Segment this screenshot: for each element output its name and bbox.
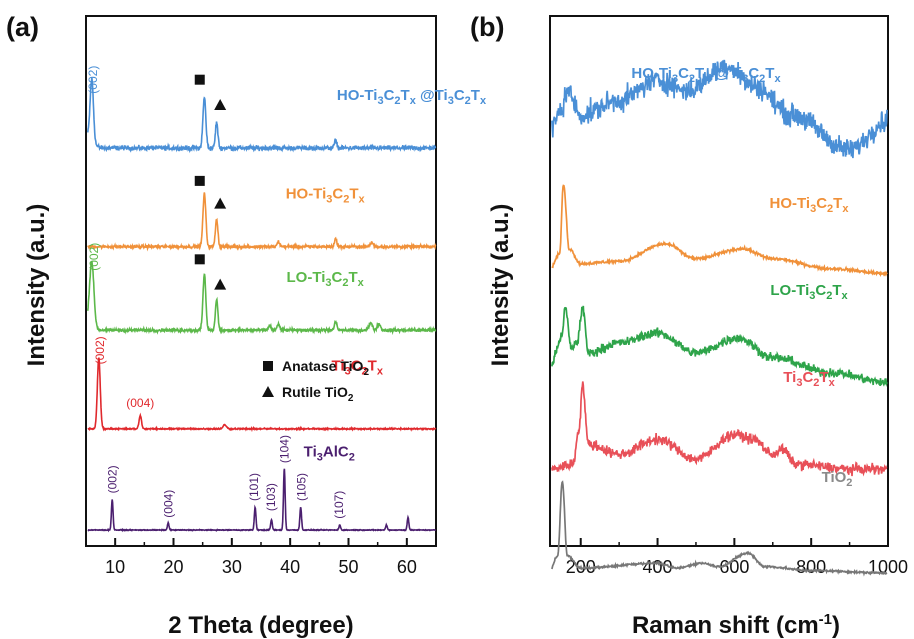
panel-a-peak-label: (101) bbox=[247, 473, 261, 501]
panel-a-series-line bbox=[87, 192, 437, 252]
panel-a-tick-label: 60 bbox=[397, 557, 417, 577]
anatase-marker bbox=[194, 74, 205, 85]
panel-b-tick-label: 800 bbox=[796, 557, 826, 577]
panel-a-tick-label: 30 bbox=[222, 557, 242, 577]
panel-b-frame bbox=[549, 15, 889, 547]
panel-a-tick-label: 50 bbox=[338, 557, 358, 577]
panel-a-series-line bbox=[87, 357, 437, 433]
panel-a-legend: Anatase TiO2 Rutile TiO2 bbox=[262, 358, 369, 404]
panel-a-peak-label: (004) bbox=[126, 396, 154, 410]
panel-a-tick-label: 40 bbox=[280, 557, 300, 577]
panel-b-series: HO-Ti3C2Tx @Ti3C2Tx HO-Ti3C2Tx LO-Ti3C2Tx T… bbox=[551, 59, 888, 577]
panel-a-peak-label: (105) bbox=[294, 473, 308, 501]
panel-a-series-line bbox=[87, 468, 437, 533]
panel-a-series: HO-Ti3C2Tx @Ti3C2Tx (002) HO-Ti3C2Tx LO-Ti3… bbox=[86, 66, 487, 533]
panel-a-tick-label: 10 bbox=[105, 557, 125, 577]
panel-a-peak-label: (104) bbox=[277, 435, 291, 463]
rutile-marker bbox=[214, 197, 227, 209]
anatase-marker bbox=[194, 254, 205, 265]
panel-b-series-line bbox=[551, 305, 888, 387]
panel-b-series-label: HO-Ti3C2Tx bbox=[770, 195, 850, 215]
panel-a-series-label: HO-Ti3C2Tx bbox=[286, 186, 366, 206]
panel-b-series-label: LO-Ti3C2Tx bbox=[770, 282, 848, 302]
panel-a-series-label: Ti3AlC2 bbox=[304, 444, 355, 464]
panel-a-series-line bbox=[87, 261, 437, 336]
panel-b-tick-label: 600 bbox=[719, 557, 749, 577]
panel-b-series-line bbox=[551, 184, 888, 278]
panel-a-peak-label: (103) bbox=[264, 483, 278, 511]
panel-a-series-label: LO-Ti3C2Tx bbox=[287, 269, 365, 289]
panel-b-series-label: TiO2 bbox=[822, 469, 853, 489]
panel-b-xlabel: Raman shift (cm-1) bbox=[632, 611, 840, 639]
panel-a-peak-label: (002) bbox=[105, 465, 119, 493]
panel-a-xlabel: 2 Theta (degree) bbox=[168, 612, 353, 639]
panel-b-raman: (b) Intensity (a.u.) Raman shift (cm-1) … bbox=[470, 12, 908, 639]
panel-a-xrd: (a) Intensity (a.u.) 2 Theta (degree) 10… bbox=[6, 12, 487, 639]
panel-a-peak-label: (002) bbox=[93, 336, 107, 364]
panel-a-tick-label: 20 bbox=[163, 557, 183, 577]
panel-a-series-label: HO-Ti3C2Tx @Ti3C2Tx bbox=[337, 87, 487, 107]
legend-triangle-icon bbox=[262, 386, 274, 397]
legend-entry: Rutile TiO2 bbox=[282, 384, 354, 404]
panel-a-peak-label: (002) bbox=[87, 243, 101, 271]
rutile-marker bbox=[214, 278, 227, 290]
panel-a-ylabel: Intensity (a.u.) bbox=[23, 204, 50, 367]
panel-b-series-label: Ti3C2Tx bbox=[783, 369, 835, 389]
legend-entry: Anatase TiO2 bbox=[282, 358, 369, 378]
panel-b-series-line bbox=[551, 381, 888, 477]
panel-b-series-line bbox=[551, 59, 888, 159]
legend-square-icon bbox=[263, 361, 273, 371]
panel-a-peak-label: (004) bbox=[161, 490, 175, 518]
panel-a-x-ticks: 10 20 30 40 50 60 bbox=[85, 538, 437, 577]
panel-a-peak-label: (107) bbox=[332, 491, 346, 519]
rutile-marker bbox=[214, 98, 227, 110]
panel-a-peak-label: (002) bbox=[86, 66, 100, 94]
panel-a-series-line bbox=[87, 77, 437, 154]
panel-b-series-line bbox=[551, 480, 888, 577]
anatase-marker bbox=[194, 175, 205, 186]
panel-b-letter: (b) bbox=[470, 12, 504, 42]
panel-b-series-label: HO-Ti3C2Tx @Ti3C2Tx bbox=[631, 65, 781, 85]
panel-b-ylabel: Intensity (a.u.) bbox=[487, 204, 514, 367]
panel-a-letter: (a) bbox=[6, 12, 39, 42]
panel-a-series-label: Ti3C2Tx bbox=[332, 357, 384, 377]
